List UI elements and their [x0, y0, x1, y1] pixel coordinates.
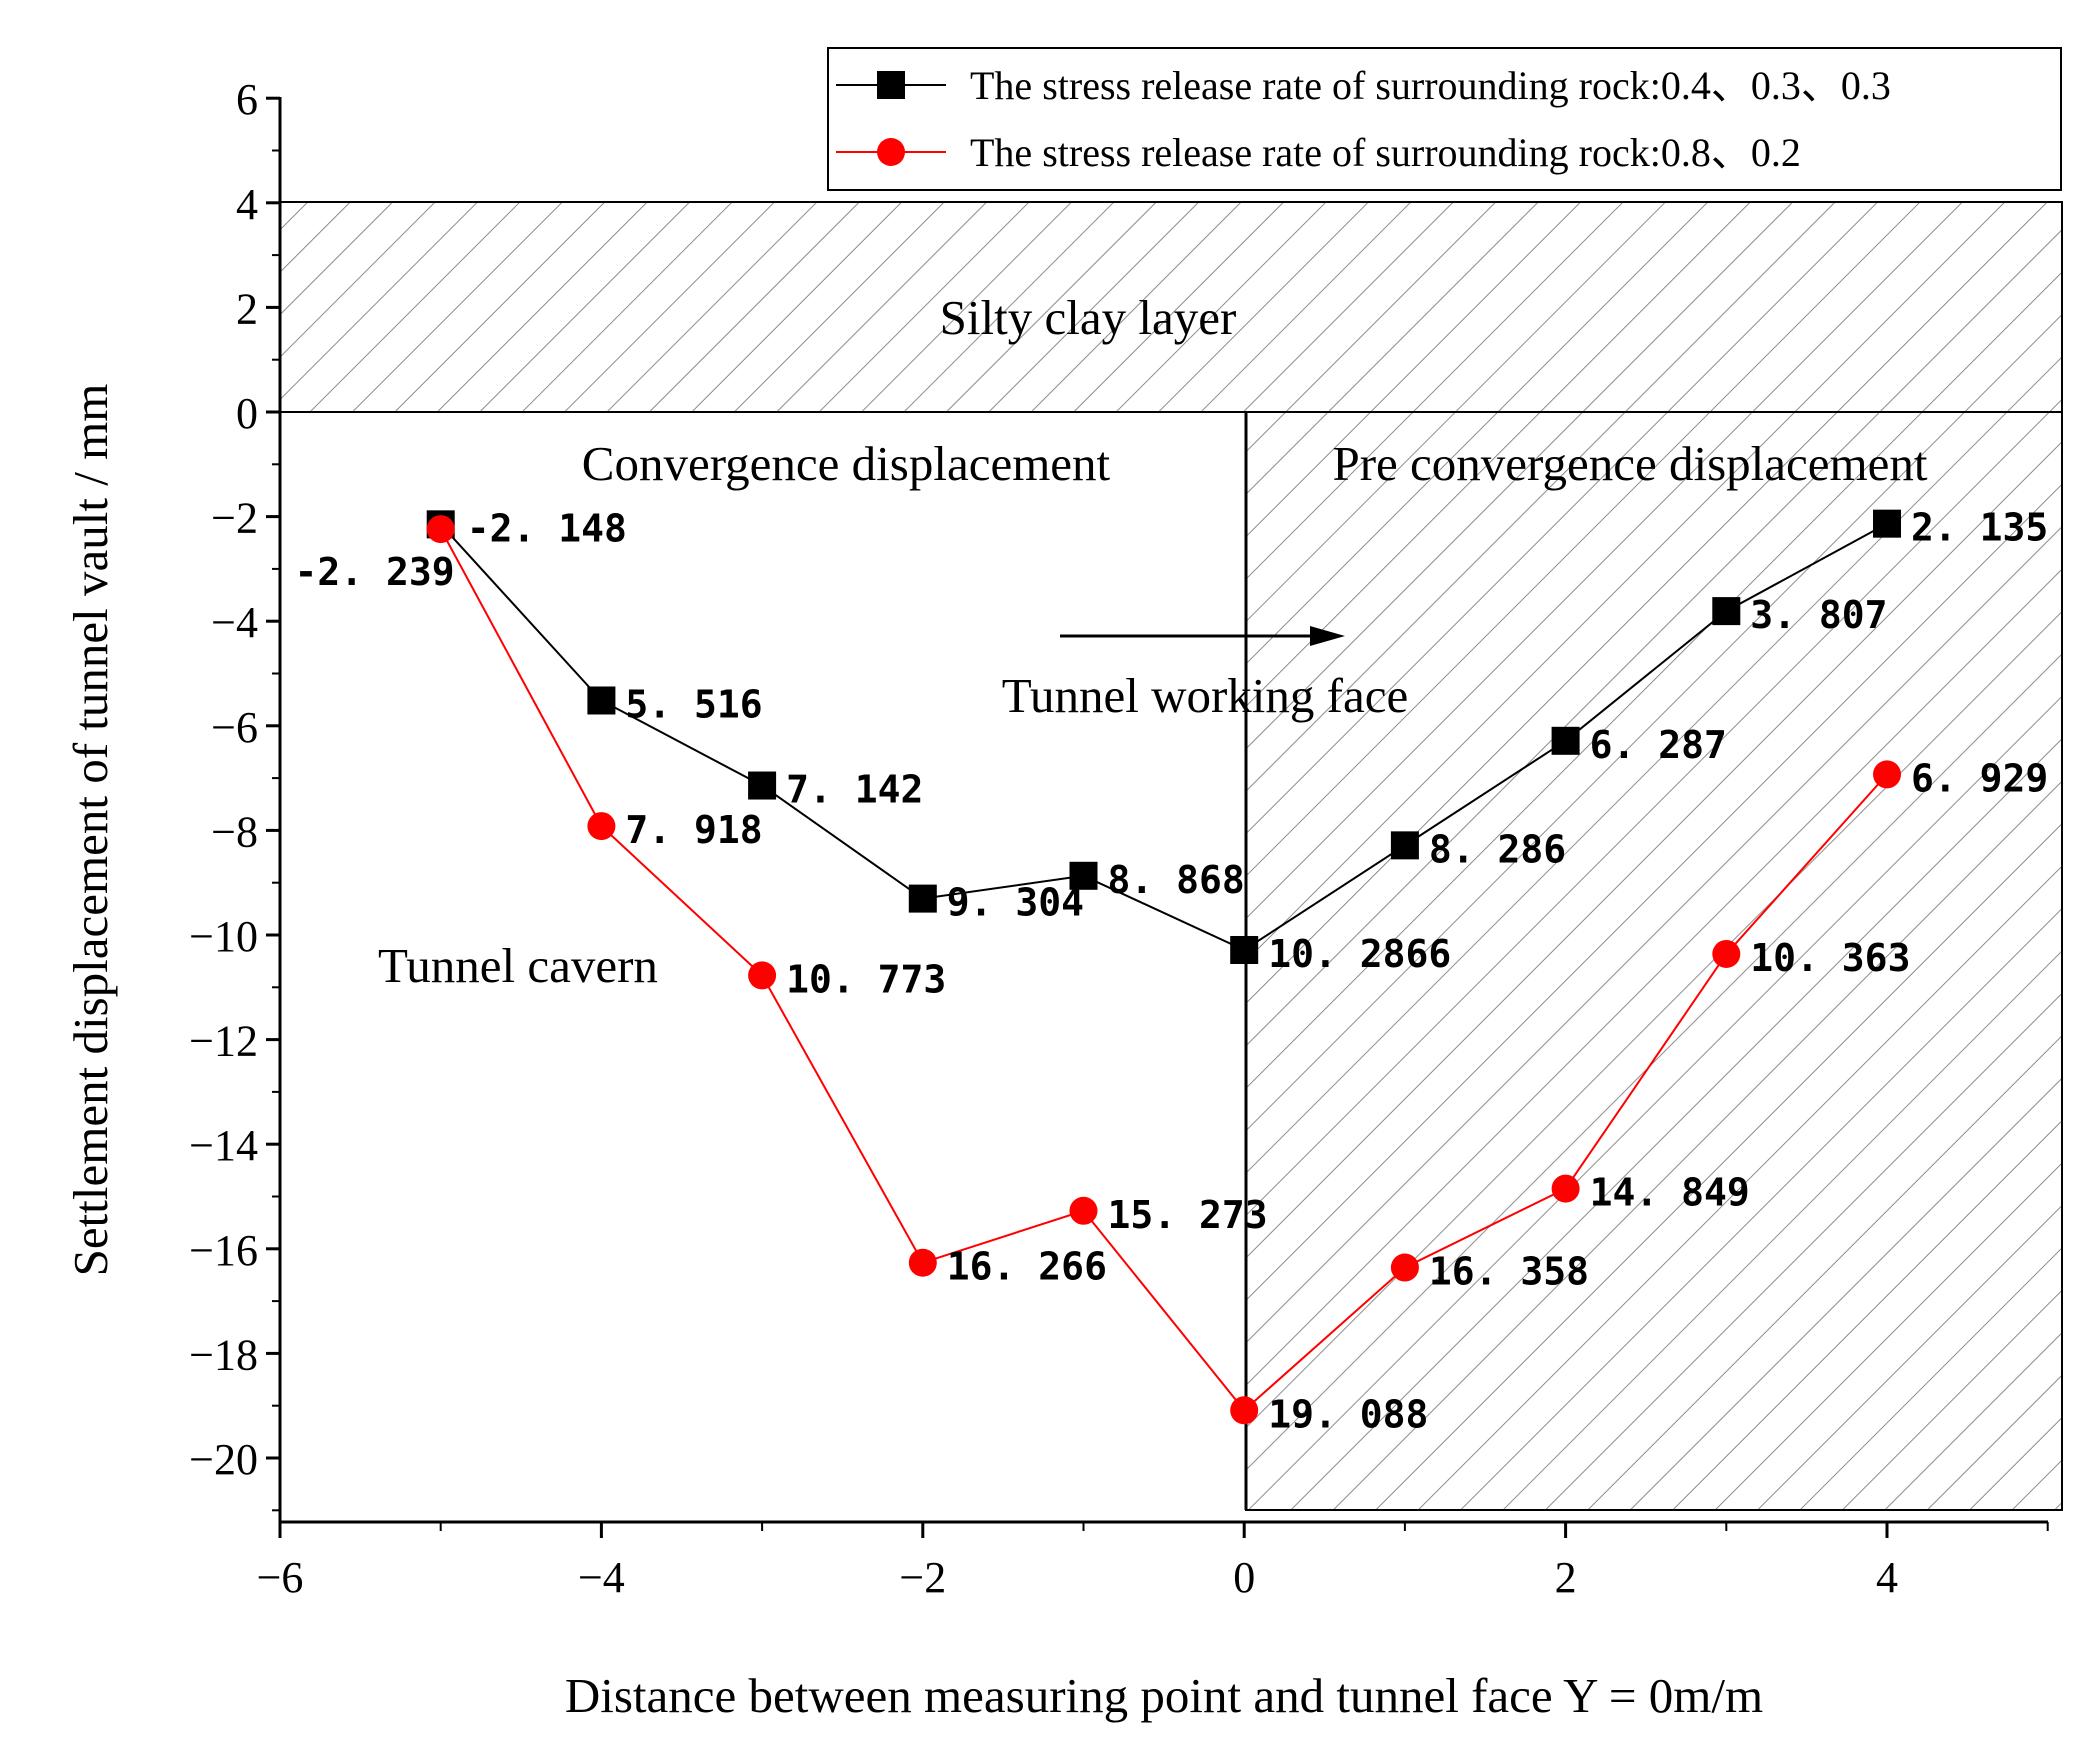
- series-2-point: [909, 1249, 937, 1277]
- data-label-series-1: 8. 868: [1108, 858, 1245, 902]
- y-tick-label: −14: [189, 1121, 258, 1170]
- series-1-point: [748, 772, 776, 800]
- data-label-series-2: 16. 358: [1429, 1250, 1589, 1294]
- series-2-point: [587, 812, 615, 840]
- convergence-label: Convergence displacement: [582, 436, 1111, 491]
- data-label-series-1: -2. 148: [467, 506, 627, 550]
- legend: The stress release rate of surrounding r…: [828, 48, 2061, 190]
- data-label-series-2: 15. 273: [1108, 1193, 1268, 1237]
- cavern-label: Tunnel cavern: [378, 938, 658, 993]
- y-tick-label: 6: [236, 75, 258, 124]
- series-2-point: [1070, 1197, 1098, 1225]
- data-label-series-1: 5. 516: [625, 682, 762, 726]
- y-tick-label: −16: [189, 1226, 258, 1275]
- pre-convergence-label: Pre convergence displacement: [1332, 436, 1927, 491]
- legend-marker-series-1: [877, 71, 905, 99]
- series-1-point: [1552, 727, 1580, 755]
- series-2-point: [748, 961, 776, 989]
- y-tick-label: −18: [189, 1330, 258, 1379]
- series-2-point: [1712, 940, 1740, 968]
- data-label-series-1: 10. 2866: [1268, 932, 1451, 976]
- data-label-series-1: 6. 287: [1590, 723, 1727, 767]
- x-tick-label: 0: [1233, 1553, 1255, 1602]
- y-axis-label: Settlement displacement of tunnel vault …: [63, 384, 118, 1277]
- data-label-series-2: 19. 088: [1268, 1392, 1428, 1436]
- legend-label-series-1: The stress release rate of surrounding r…: [970, 63, 1891, 108]
- data-label-series-2: 7. 918: [625, 808, 762, 852]
- silty-clay-label: Silty clay layer: [940, 290, 1237, 345]
- data-label-series-1: 3. 807: [1750, 593, 1887, 637]
- data-label-series-1: 2. 135: [1911, 506, 2048, 550]
- data-label-series-2: 10. 363: [1750, 936, 1910, 980]
- data-label-series-2: 6. 929: [1911, 756, 2048, 800]
- series-2-point: [1552, 1175, 1580, 1203]
- y-tick-label: −20: [189, 1435, 258, 1484]
- series-1-point: [1230, 936, 1258, 964]
- settlement-chart: 6420−2−4−6−8−10−12−14−16−18−20−6 −4 −2 0 2 4 …: [0, 0, 2091, 1749]
- y-tick-label: −12: [189, 1017, 258, 1066]
- y-tick-label: 4: [236, 180, 258, 229]
- series-2-point: [427, 515, 455, 543]
- data-label-series-1: 9. 304: [947, 881, 1084, 925]
- x-tick-label: 2: [1555, 1553, 1577, 1602]
- y-tick-label: −4: [211, 598, 258, 647]
- x-tick-label: −2: [899, 1553, 946, 1602]
- data-label-series-2: 14. 849: [1590, 1171, 1750, 1215]
- data-label-series-2: 16. 266: [947, 1245, 1107, 1289]
- y-tick-label: −8: [211, 807, 258, 856]
- working-face-label: Tunnel working face: [1002, 668, 1408, 723]
- x-tick-label: 4: [1876, 1553, 1898, 1602]
- x-axis-label: Distance between measuring point and tun…: [565, 1668, 1763, 1723]
- y-tick-label: 0: [236, 389, 258, 438]
- series-1-point: [1873, 510, 1901, 538]
- y-tick-label: −2: [211, 494, 258, 543]
- legend-marker-series-2: [877, 138, 905, 166]
- series-1-point: [1712, 597, 1740, 625]
- data-label-series-2: -2. 239: [295, 550, 455, 594]
- y-tick-label: 2: [236, 284, 258, 333]
- x-tick-label: −6: [257, 1553, 304, 1602]
- series-1-point: [909, 885, 937, 913]
- data-label-series-1: 7. 142: [786, 768, 923, 812]
- data-label-series-1: 8. 286: [1429, 827, 1566, 871]
- y-tick-label: −6: [211, 703, 258, 752]
- series-2-point: [1391, 1254, 1419, 1282]
- series-2-point: [1230, 1396, 1258, 1424]
- series-1-point: [1391, 831, 1419, 859]
- series-2-point: [1873, 760, 1901, 788]
- x-tick-label: −4: [578, 1553, 625, 1602]
- series-1-point: [587, 686, 615, 714]
- data-label-series-2: 10. 773: [786, 957, 946, 1001]
- legend-label-series-2: The stress release rate of surrounding r…: [970, 130, 1801, 175]
- y-tick-label: −10: [189, 912, 258, 961]
